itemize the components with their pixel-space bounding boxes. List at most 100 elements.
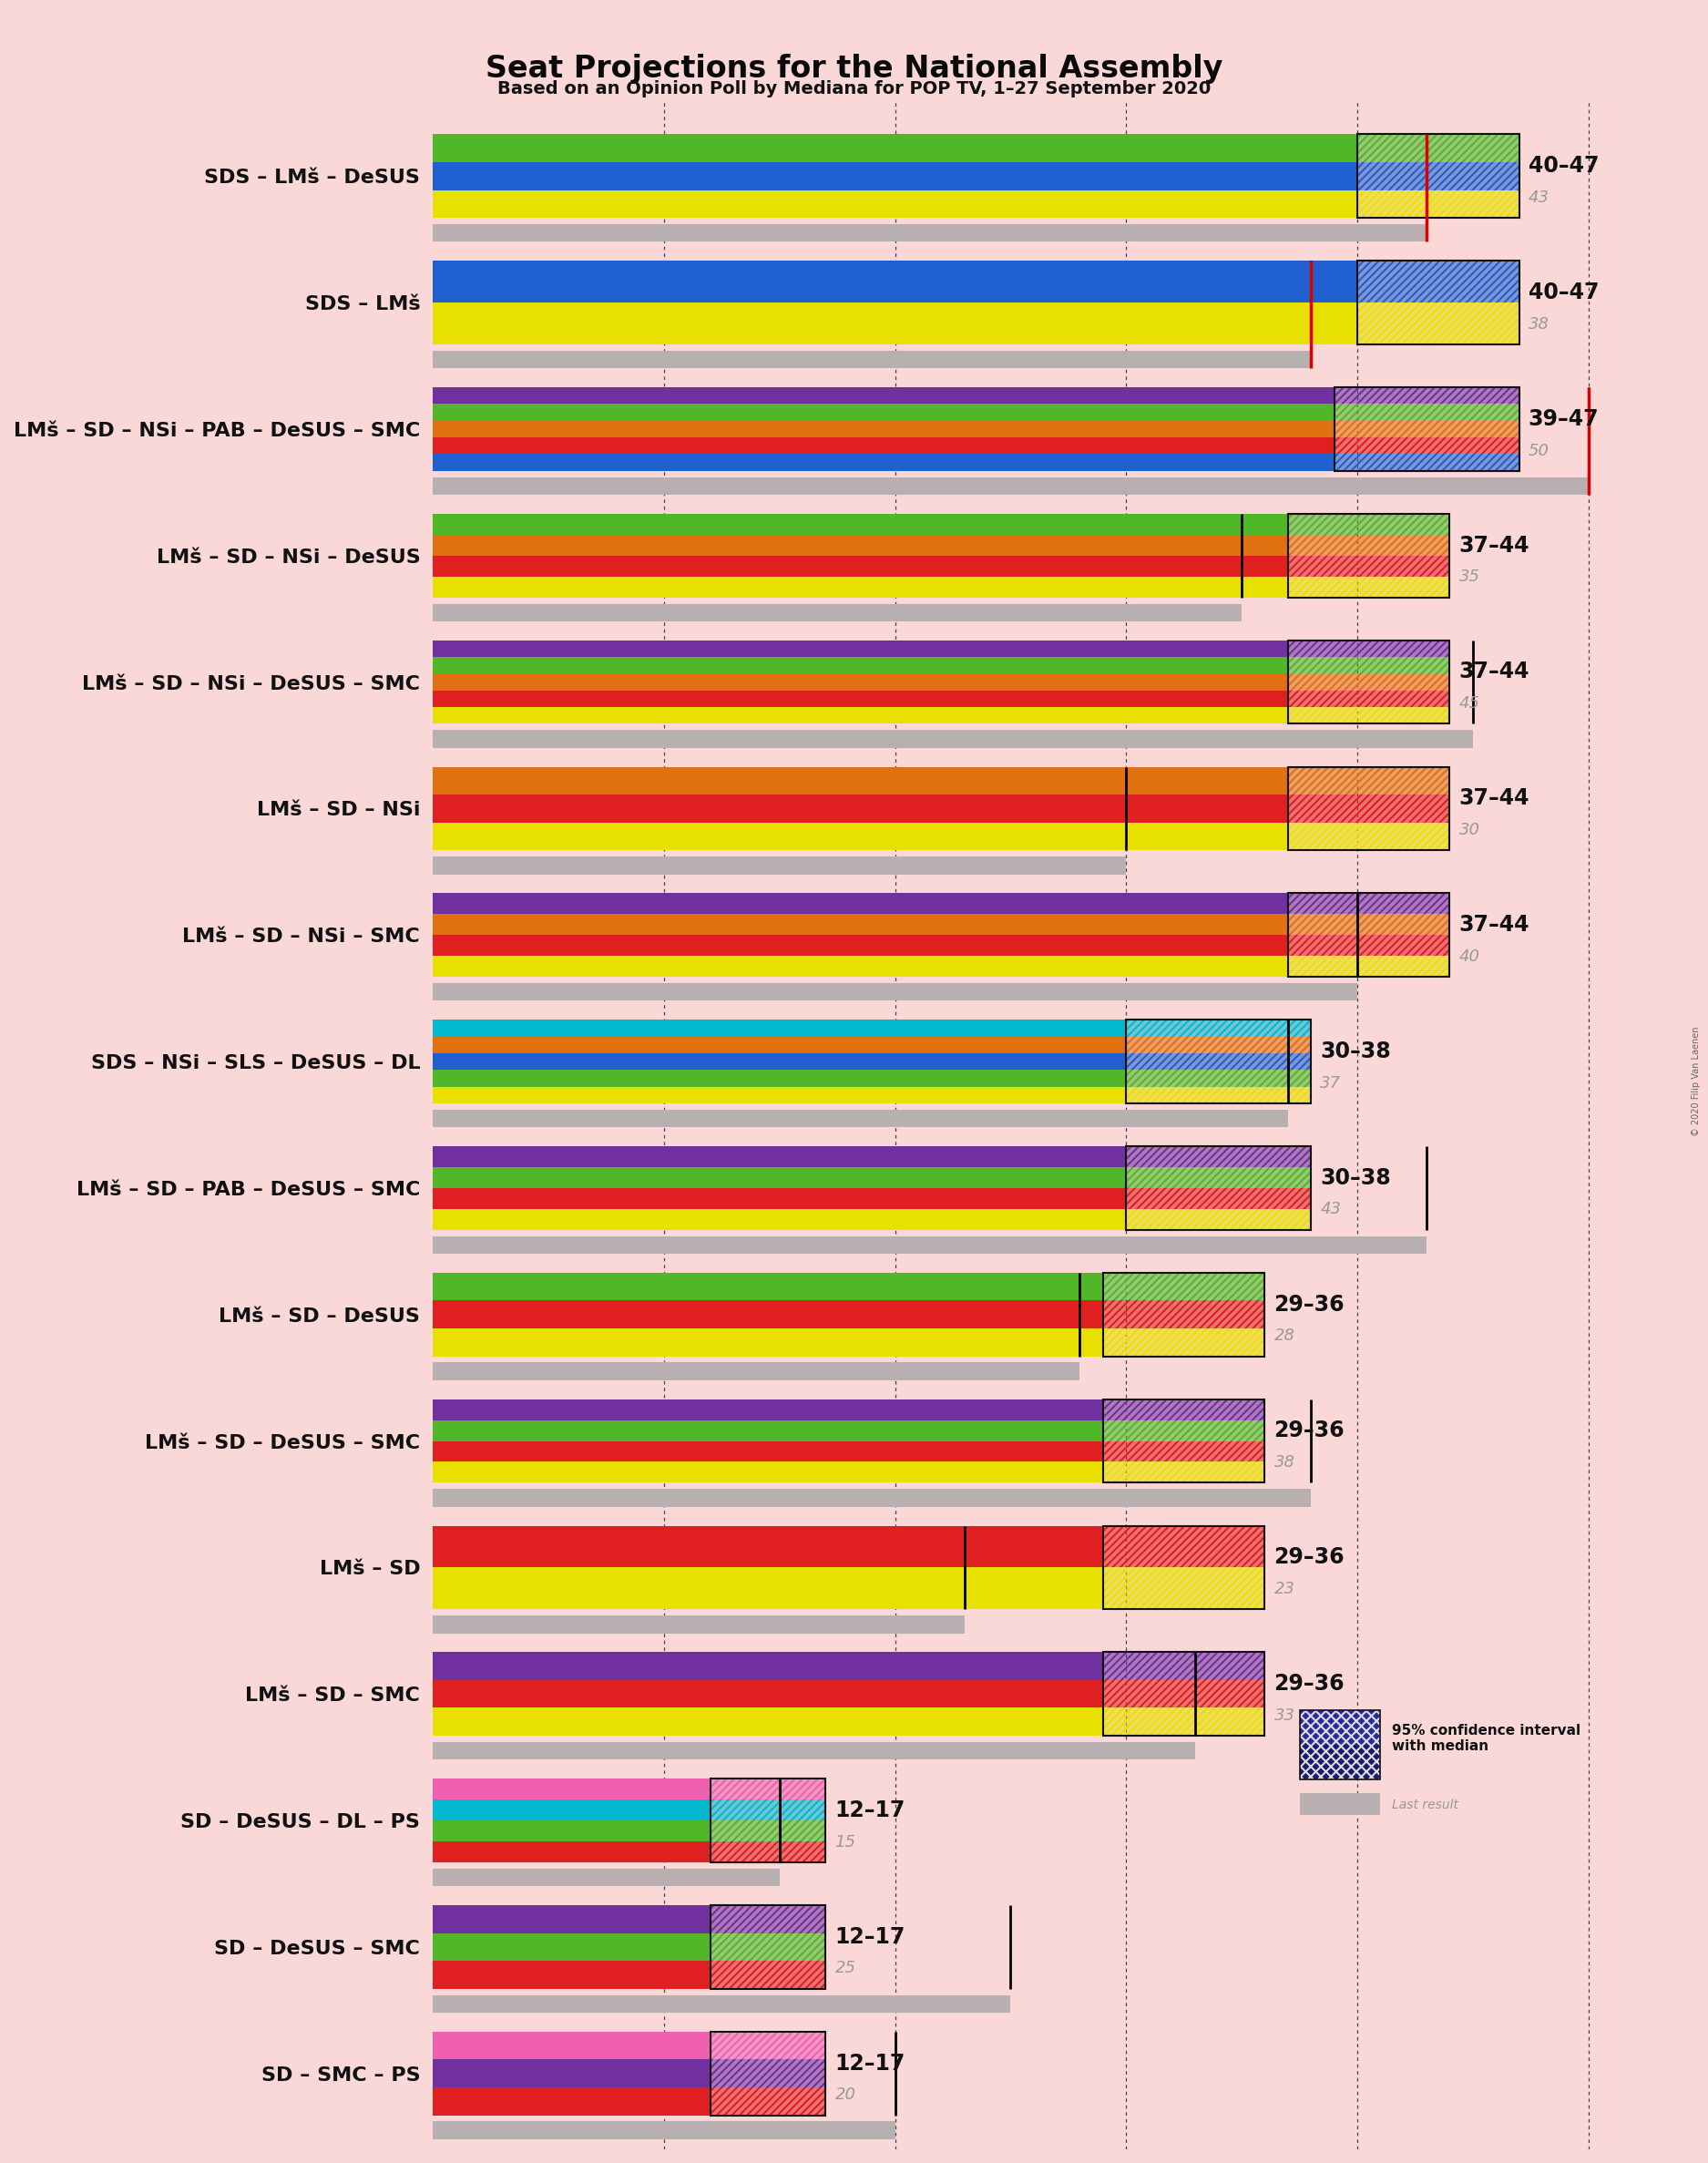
Text: 20: 20 bbox=[835, 2087, 856, 2102]
Text: 29–36: 29–36 bbox=[1274, 1547, 1344, 1568]
Bar bbox=[432, 262, 1358, 303]
Bar bbox=[1358, 262, 1518, 344]
Bar bbox=[1334, 404, 1518, 422]
Bar bbox=[1358, 262, 1518, 303]
Bar bbox=[1103, 1525, 1266, 1609]
Bar bbox=[1334, 387, 1518, 404]
Bar bbox=[432, 1036, 1126, 1053]
Bar bbox=[432, 822, 1288, 850]
Bar bbox=[1358, 134, 1518, 162]
Bar bbox=[432, 422, 1334, 437]
Bar bbox=[432, 225, 1426, 242]
Bar bbox=[1288, 515, 1450, 534]
Bar bbox=[1103, 1709, 1266, 1735]
Bar bbox=[1103, 1653, 1266, 1681]
Bar bbox=[1300, 1709, 1380, 1780]
Text: 37–44: 37–44 bbox=[1459, 787, 1530, 809]
Text: Based on an Opinion Poll by Mediana for POP TV, 1–27 September 2020: Based on an Opinion Poll by Mediana for … bbox=[497, 80, 1211, 97]
Text: © 2020 Filip Van Laenen: © 2020 Filip Van Laenen bbox=[1691, 1027, 1701, 1136]
Bar bbox=[1288, 893, 1450, 915]
Bar bbox=[1103, 1525, 1266, 1568]
Text: 40: 40 bbox=[1459, 947, 1479, 965]
Text: 40–47: 40–47 bbox=[1529, 156, 1599, 177]
Bar bbox=[432, 1800, 711, 1821]
Bar bbox=[432, 1209, 1126, 1231]
Text: 45: 45 bbox=[1459, 694, 1479, 712]
Bar bbox=[1300, 1709, 1380, 1780]
Bar bbox=[432, 794, 1288, 822]
Bar bbox=[432, 1709, 1103, 1735]
Bar bbox=[711, 2031, 825, 2115]
Bar bbox=[1334, 422, 1518, 437]
Bar bbox=[1288, 640, 1450, 725]
Bar bbox=[432, 515, 1288, 534]
Bar bbox=[711, 2031, 825, 2059]
Bar bbox=[1103, 1300, 1266, 1328]
Bar bbox=[1288, 640, 1450, 658]
Bar bbox=[711, 1778, 825, 1800]
Bar bbox=[432, 1300, 1103, 1328]
Bar bbox=[1358, 134, 1518, 162]
Bar bbox=[1103, 1399, 1266, 1421]
Text: 23: 23 bbox=[1274, 1581, 1295, 1596]
Bar bbox=[1334, 422, 1518, 437]
Bar bbox=[432, 1019, 1126, 1036]
Bar bbox=[1126, 1209, 1312, 1231]
Bar bbox=[432, 190, 1358, 218]
Bar bbox=[1288, 915, 1450, 934]
Bar bbox=[1288, 822, 1450, 850]
Bar bbox=[711, 1821, 825, 1841]
Bar bbox=[711, 2031, 825, 2059]
Text: 43: 43 bbox=[1529, 190, 1549, 205]
Bar bbox=[432, 893, 1288, 915]
Bar bbox=[1103, 1441, 1266, 1462]
Text: 30: 30 bbox=[1459, 822, 1479, 839]
Bar bbox=[432, 956, 1288, 978]
Bar bbox=[711, 2059, 825, 2087]
Bar bbox=[432, 768, 1288, 794]
Bar bbox=[1103, 1441, 1266, 1462]
Text: 37–44: 37–44 bbox=[1459, 662, 1530, 684]
Text: 40–47: 40–47 bbox=[1529, 281, 1599, 303]
Bar bbox=[432, 1053, 1126, 1071]
Bar bbox=[432, 2122, 895, 2139]
Bar bbox=[432, 534, 1288, 556]
Text: 37–44: 37–44 bbox=[1459, 915, 1530, 937]
Bar bbox=[1358, 303, 1518, 344]
Bar bbox=[711, 1906, 825, 1988]
Bar bbox=[1334, 454, 1518, 472]
Bar bbox=[1126, 1036, 1312, 1053]
Bar bbox=[711, 1934, 825, 1962]
Text: Last result: Last result bbox=[1392, 1797, 1459, 1810]
Bar bbox=[1126, 1168, 1312, 1187]
Bar bbox=[1288, 640, 1450, 658]
Bar bbox=[1288, 556, 1450, 575]
Text: 30–38: 30–38 bbox=[1320, 1040, 1390, 1062]
Bar bbox=[1288, 707, 1450, 725]
Bar bbox=[432, 1994, 1011, 2014]
Bar bbox=[1288, 673, 1450, 690]
Bar bbox=[1358, 190, 1518, 218]
Bar bbox=[1126, 1146, 1312, 1168]
Bar bbox=[1288, 515, 1450, 534]
Bar bbox=[432, 1821, 711, 1841]
Text: 12–17: 12–17 bbox=[835, 1800, 905, 1821]
Bar bbox=[432, 934, 1288, 956]
Bar bbox=[1288, 673, 1450, 690]
Bar bbox=[432, 2059, 711, 2087]
Bar bbox=[1358, 162, 1518, 190]
Text: 29–36: 29–36 bbox=[1274, 1293, 1344, 1315]
Bar bbox=[711, 1778, 825, 1800]
Bar bbox=[1288, 658, 1450, 673]
Text: 30–38: 30–38 bbox=[1320, 1168, 1390, 1190]
Text: 12–17: 12–17 bbox=[835, 2053, 905, 2074]
Bar bbox=[432, 556, 1288, 575]
Bar bbox=[432, 707, 1288, 725]
Bar bbox=[432, 1235, 1426, 1255]
Bar bbox=[1288, 794, 1450, 822]
Bar bbox=[432, 1272, 1103, 1300]
Bar bbox=[1300, 1709, 1380, 1746]
Bar bbox=[432, 162, 1358, 190]
Bar bbox=[432, 1653, 1103, 1681]
Text: 50: 50 bbox=[1529, 443, 1549, 459]
